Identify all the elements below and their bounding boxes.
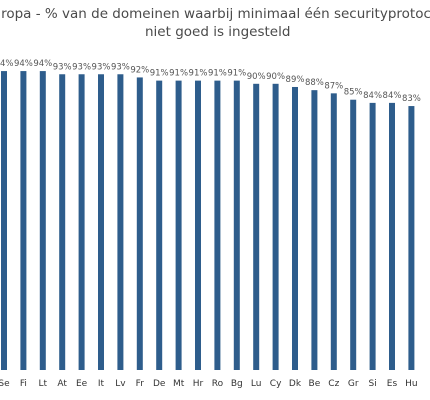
value-label-lv: 93%	[111, 62, 130, 72]
category-label-hr: Hr	[193, 379, 204, 389]
category-label-gr: Gr	[348, 379, 359, 389]
bar-cz	[330, 93, 337, 370]
bar-dk	[292, 86, 298, 370]
bar-ee	[78, 74, 85, 370]
value-label-fi: 94%	[14, 59, 33, 69]
bar-lv	[117, 74, 124, 370]
bar-es	[389, 102, 395, 370]
value-label-be: 88%	[305, 78, 324, 88]
chart-title-line-1: Europa - % van de domeinen waarbij minim…	[0, 6, 430, 22]
category-label-hu: Hu	[405, 379, 417, 389]
bar-fi	[20, 71, 27, 370]
category-label-ro: Ro	[212, 379, 224, 389]
bar-cy	[272, 83, 279, 371]
category-label-be: Be	[309, 379, 321, 389]
category-label-se: Se	[0, 379, 10, 389]
bar-hu	[408, 106, 415, 370]
value-label-gr: 85%	[344, 88, 363, 98]
category-label-fi: Fi	[20, 379, 27, 389]
value-label-lu: 90%	[247, 72, 266, 82]
value-label-cy: 90%	[266, 72, 285, 82]
category-label-lu: Lu	[251, 379, 262, 389]
category-label-it: It	[98, 379, 105, 389]
category-label-lt: Lt	[39, 379, 48, 389]
category-label-si: Si	[368, 379, 376, 389]
bar-at	[59, 74, 66, 370]
value-label-hr: 91%	[189, 69, 208, 79]
bar-mt	[175, 80, 182, 371]
category-label-cz: Cz	[328, 379, 339, 389]
bar-it	[98, 74, 104, 370]
bar-se	[1, 71, 7, 370]
bar-ro	[214, 80, 221, 371]
value-label-es: 84%	[383, 91, 402, 101]
bar-si	[369, 102, 376, 370]
value-label-fr: 92%	[130, 65, 149, 75]
value-label-cz: 87%	[324, 81, 343, 91]
value-label-mt: 91%	[169, 69, 188, 79]
value-label-ro: 91%	[208, 69, 227, 79]
category-label-cy: Cy	[270, 379, 282, 389]
category-label-es: Es	[387, 379, 398, 389]
chart-title-line-2: niet goed is ingesteld	[145, 24, 291, 40]
bar-bg	[233, 80, 240, 371]
bar-fr	[136, 77, 143, 370]
value-label-it: 93%	[92, 62, 111, 72]
bar-gr	[350, 99, 357, 370]
category-label-lv: Lv	[115, 379, 126, 389]
bar-de	[156, 80, 163, 371]
category-label-de: De	[153, 379, 166, 389]
value-label-se: 94%	[0, 59, 13, 69]
category-label-fr: Fr	[136, 379, 145, 389]
value-label-ee: 93%	[72, 62, 91, 72]
value-label-bg: 91%	[227, 69, 246, 79]
bar-lt	[39, 71, 46, 370]
value-label-dk: 89%	[286, 75, 305, 85]
bar-hr	[195, 80, 201, 371]
category-label-mt: Mt	[173, 379, 185, 389]
bar-lu	[253, 83, 260, 371]
value-label-hu: 83%	[402, 94, 421, 104]
value-label-at: 93%	[53, 62, 72, 72]
value-label-de: 91%	[150, 69, 169, 79]
value-label-lt: 94%	[33, 59, 52, 69]
value-label-si: 84%	[363, 91, 382, 101]
category-label-bg: Bg	[231, 379, 243, 389]
category-label-ee: Ee	[76, 379, 88, 389]
bar-be	[311, 90, 318, 370]
category-label-at: At	[57, 379, 67, 389]
category-label-dk: Dk	[289, 379, 302, 389]
